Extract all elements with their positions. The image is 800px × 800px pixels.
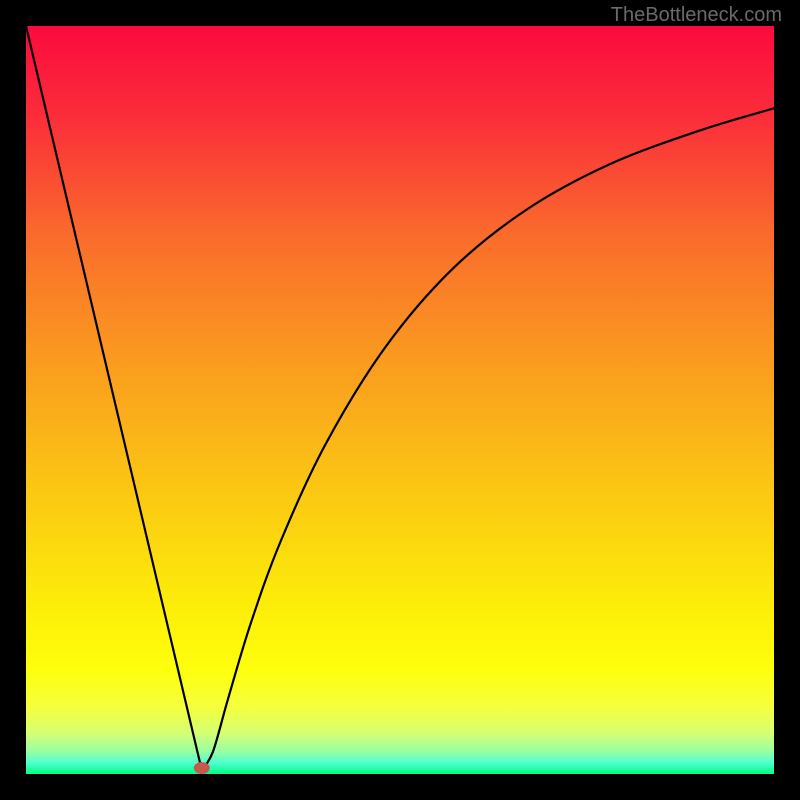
minimum-marker bbox=[194, 762, 210, 774]
curve-right-segment bbox=[202, 108, 774, 770]
curve-layer bbox=[26, 26, 774, 774]
curve-left-segment bbox=[26, 26, 202, 770]
plot-frame bbox=[26, 26, 774, 774]
watermark-text: TheBottleneck.com bbox=[611, 4, 782, 27]
